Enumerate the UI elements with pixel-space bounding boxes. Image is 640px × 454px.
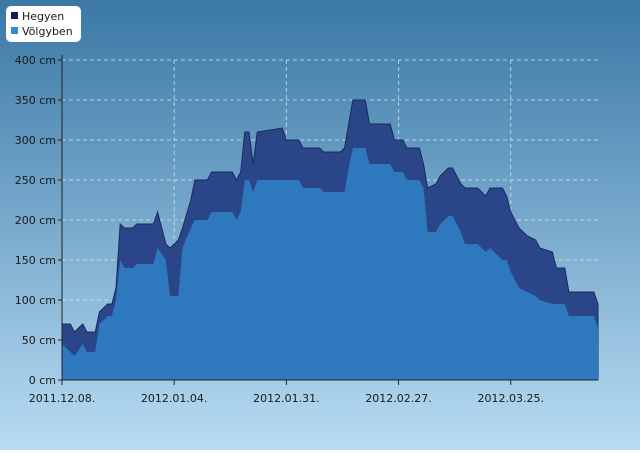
area — [62, 148, 598, 380]
legend-box — [6, 6, 81, 42]
y-tick-label: 250 cm — [15, 174, 56, 187]
legend: Hegyen Völgyben — [6, 6, 81, 42]
legend-label: Völgyben — [22, 25, 73, 38]
x-tick-label: 2012.01.04. — [141, 392, 207, 405]
y-tick-label: 400 cm — [15, 54, 56, 67]
legend-swatch — [11, 27, 18, 34]
y-tick-label: 150 cm — [15, 254, 56, 267]
legend-swatch — [11, 12, 18, 19]
y-tick-label: 100 cm — [15, 294, 56, 307]
y-tick-label: 0 cm — [29, 374, 56, 387]
y-tick-label: 300 cm — [15, 134, 56, 147]
y-tick-label: 200 cm — [15, 214, 56, 227]
legend-label: Hegyen — [22, 10, 64, 23]
x-tick-label: 2012.01.31. — [253, 392, 319, 405]
y-tick-label: 50 cm — [22, 334, 56, 347]
x-tick-label: 2011.12.08. — [29, 392, 95, 405]
y-tick-label: 350 cm — [15, 94, 56, 107]
x-tick-label: 2012.02.27. — [365, 392, 431, 405]
x-tick-label: 2012.03.25. — [478, 392, 544, 405]
